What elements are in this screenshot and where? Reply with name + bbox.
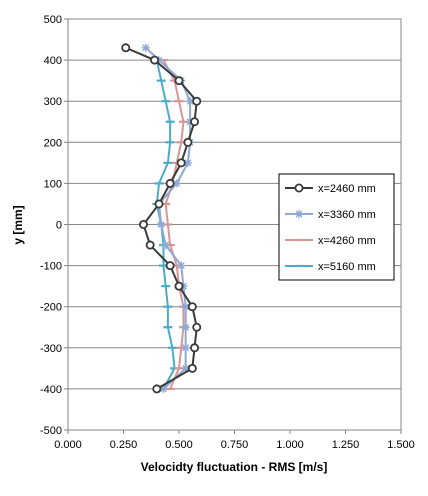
data-point [157,220,166,229]
data-point [159,384,168,393]
data-point [176,158,186,168]
data-point [154,199,164,209]
legend-entry-3: x=4260 mm [285,235,376,247]
legend-label: x=2460 mm [318,183,376,195]
data-point [186,97,195,106]
data-point [150,55,160,65]
legend-entry-2: x=3360 mm [285,209,376,221]
data-point [174,76,184,86]
y-tick-label: -200 [40,302,62,314]
legend-entry-4: x=5160 mm [285,261,376,273]
y-tick-label: 400 [44,55,62,67]
data-point [165,178,175,188]
data-point [181,343,190,352]
x-tick-label: 0.000 [54,439,82,451]
x-tick-labels: 0.000 0.250 0.500 0.750 1.000 1.250 1.500 [54,439,415,451]
data-point [161,241,170,250]
data-point [183,137,193,147]
data-point [190,343,200,353]
data-point [187,302,197,312]
legend-label: x=4260 mm [318,235,376,247]
data-point [187,363,197,373]
y-tick-label: 300 [44,96,62,108]
data-point [141,43,150,52]
legend-items: x=2460 mm x=3360 mm x=4260 mm x=5160 mm [285,183,376,273]
x-tick-label: 1.250 [332,439,360,451]
data-point [181,302,190,311]
x-axis-label: Velocidty fluctuation - RMS [m/s] [141,460,328,474]
data-point [152,384,162,394]
x-tick-label: 1.500 [387,439,415,451]
y-tick-label: 0 [56,220,62,232]
data-point [183,158,192,167]
series-1 [121,43,202,394]
data-point [177,261,186,270]
y-tick-label: -100 [40,261,62,273]
y-tick-label: -500 [40,425,62,437]
legend-label: x=3360 mm [318,209,376,221]
plot-frame [67,18,402,431]
y-tick-label: -400 [40,384,62,396]
legend-swatch-marker [295,210,303,218]
y-tick-label: 500 [44,14,62,26]
data-point [121,43,131,53]
x-tick-label: 0.250 [110,439,138,451]
series-lines [121,43,202,394]
data-point [181,323,190,332]
y-tick-labels: 500 400 300 200 100 0 -100 -200 -300 -400 -500 [40,14,62,437]
data-point [145,240,155,250]
data-point [181,364,190,373]
x-tick-label: 1.000 [276,439,304,451]
y-tick-label: 200 [44,137,62,149]
legend-swatch-marker [294,183,304,193]
data-point [192,96,202,106]
data-point [172,179,181,188]
data-point [192,322,202,332]
y-tick-label: 100 [44,178,62,190]
legend: x=2460 mm x=3360 mm x=4260 mm x=5160 mm [278,173,395,281]
x-tick-label: 0.500 [165,439,193,451]
data-point [190,117,200,127]
x-tick-label: 0.750 [221,439,249,451]
data-point [165,261,175,271]
legend-entry-1: x=2460 mm [285,183,376,195]
y-axis-label: y [mm] [11,205,25,244]
legend-label: x=5160 mm [318,261,376,273]
data-point [174,281,184,291]
y-tick-label: -300 [40,343,62,355]
data-point [138,219,148,229]
